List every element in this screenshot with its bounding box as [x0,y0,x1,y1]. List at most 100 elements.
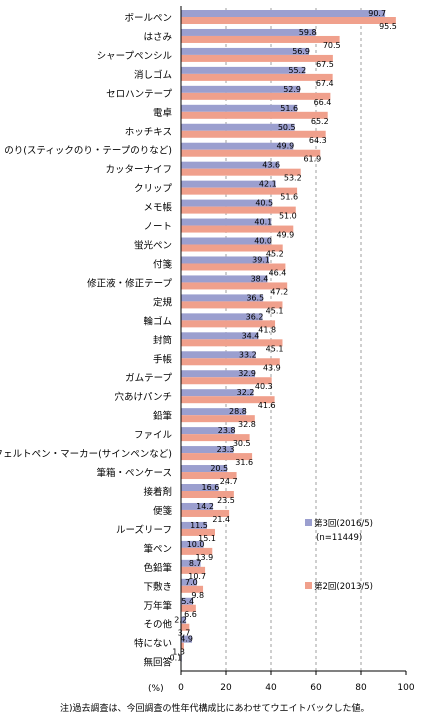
bar-2016 [181,199,273,207]
bar-2013 [181,434,250,442]
bar-2013 [181,263,286,271]
value-label-2016: 40.1 [254,218,272,227]
bar-2016 [181,161,280,169]
value-label-2016: 8.7 [189,559,202,568]
category-label: セロハンテープ [106,89,172,100]
category-label: 色鉛筆 [143,562,172,574]
value-label-2013: 95.5 [379,22,397,31]
bar-2013 [181,320,276,328]
value-label-2013: 9.8 [191,591,204,600]
bar-2013 [181,566,206,574]
category-label: 無回答 [143,657,172,669]
bar-2013 [181,472,237,480]
category-label: 下敷き [143,581,172,593]
bar-2013 [181,358,280,366]
bar-2016 [181,559,201,567]
bar-2016 [181,180,276,188]
bar-2016 [181,540,204,548]
bar-2016 [181,332,259,340]
bar-2016 [181,10,386,17]
category-label: 定規 [153,296,173,308]
x-axis: 0 20 40 60 80 100 [178,6,415,693]
value-label-2013: 49.9 [276,231,294,240]
bar-2016 [181,502,213,510]
bar-2013 [181,17,396,24]
value-label-2016: 28.8 [229,407,247,416]
bar-2016 [181,85,301,93]
value-label-2016: 34.4 [242,331,260,340]
legend-label-series-1: 第3回(2016/5) [314,518,373,529]
category-label: その他 [143,619,172,631]
value-label-2013: 6.6 [184,610,197,619]
value-label-2013: 40.3 [255,382,273,391]
value-label-2013: 45.1 [266,344,284,353]
bar-2013 [181,547,213,555]
value-label-2016: 4.9 [180,635,193,644]
value-label-2016: 16.6 [202,483,220,492]
bar-2013 [181,73,333,81]
value-label-2016: 10.0 [187,540,205,549]
value-label-2016: 33.2 [239,350,257,359]
value-label-2013: 67.4 [316,79,334,88]
bar-2016 [181,351,256,359]
value-labels: 90.7 95.5 59.8 70.5 56.9 67.5 55.2 67.4 52.9 66.4… [169,9,396,663]
bar-2013 [181,149,321,157]
x-tick-label: 80 [355,683,367,693]
category-label: 穴あけパンチ [115,391,172,403]
value-label-2013: 65.2 [311,117,329,126]
value-label-2016: 55.2 [288,66,306,75]
value-label-2016: 14.2 [196,502,214,511]
bar-2013 [181,168,301,176]
x-tick-label: 0 [178,683,184,693]
category-label: フェルトペン・マーカー(サインペンなど) [0,449,172,460]
value-label-2016: 42.1 [259,180,277,189]
value-label-2016: 36.5 [246,293,264,302]
category-label: はさみ [143,32,172,43]
bar-2016 [181,237,271,245]
category-label: クリップ [134,184,173,195]
bar-2016 [181,635,193,643]
value-label-2016: 90.7 [368,9,386,18]
value-label-2013: 3.7 [178,629,191,638]
bar-2013 [181,130,326,138]
value-label-2013: 41.8 [258,325,276,334]
x-tick-label: 40 [265,683,277,693]
x-axis-unit-label: (%) [148,684,164,694]
category-label: 消しゴム [134,69,172,81]
bar-2016 [181,370,256,378]
value-label-2016: 40.5 [255,199,273,208]
value-label-2013: 15.1 [198,534,216,543]
bar-2016 [181,446,234,454]
bar-2013 [181,453,253,461]
category-label: 特にない [134,638,172,650]
category-label: カッターナイフ [105,165,172,176]
value-label-2013: 31.6 [235,458,253,467]
value-label-2016: 32.2 [237,388,255,397]
value-label-2013: 67.5 [316,60,334,69]
bar-2016 [181,484,219,491]
value-label-2013: 43.9 [263,363,281,372]
value-label-2016: 0.1 [169,654,182,663]
value-label-2013: 45.2 [266,250,284,259]
x-tick-label: 60 [310,683,322,693]
legend: 第3回(2016/5) (n=11449) 第2回(2013/5) [305,518,373,592]
category-label: ノート [143,222,172,233]
bar-2016 [181,597,194,605]
bar-2013 [181,528,215,536]
x-tick-label: 100 [397,683,414,693]
bar-2013 [181,92,331,100]
value-label-2016: 20.5 [210,464,228,473]
category-label: ガムテープ [125,373,172,384]
category-label: のり(スティックのり・テープのりなど) [4,146,172,157]
legend-swatch-series-2 [305,582,312,589]
bar-2016 [181,142,294,150]
category-label: 万年筆 [143,600,172,612]
value-label-2016: 59.8 [299,28,317,37]
category-label: 修正液・修正テープ [87,277,172,289]
value-label-2016: 23.8 [218,426,236,435]
bar-2013 [181,491,234,498]
category-label: シャープペンシル [97,51,173,62]
category-label: 筆ペン [143,543,172,555]
value-label-2016: 52.9 [283,85,301,94]
